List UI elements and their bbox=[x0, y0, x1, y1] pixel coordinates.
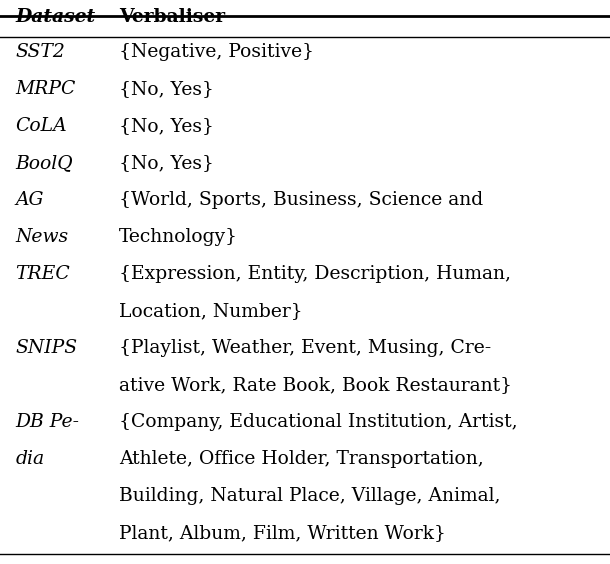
Text: {Expression, Entity, Description, Human,: {Expression, Entity, Description, Human, bbox=[119, 265, 511, 283]
Text: Athlete, Office Holder, Transportation,: Athlete, Office Holder, Transportation, bbox=[119, 450, 484, 468]
Text: News: News bbox=[15, 228, 68, 246]
Text: SNIPS: SNIPS bbox=[15, 339, 77, 357]
Text: {No, Yes}: {No, Yes} bbox=[119, 117, 214, 135]
Text: BoolQ: BoolQ bbox=[15, 154, 73, 172]
Text: MRPC: MRPC bbox=[15, 80, 76, 98]
Text: CoLA: CoLA bbox=[15, 117, 67, 135]
Text: Technology}: Technology} bbox=[119, 228, 238, 246]
Text: {Negative, Positive}: {Negative, Positive} bbox=[119, 43, 314, 61]
Text: dia: dia bbox=[15, 450, 45, 468]
Text: Verbaliser: Verbaliser bbox=[119, 8, 225, 27]
Text: Dataset: Dataset bbox=[15, 8, 95, 27]
Text: DB Pe-: DB Pe- bbox=[15, 413, 79, 431]
Text: {Playlist, Weather, Event, Musing, Cre-: {Playlist, Weather, Event, Musing, Cre- bbox=[119, 339, 491, 357]
Text: {Company, Educational Institution, Artist,: {Company, Educational Institution, Artis… bbox=[119, 413, 517, 431]
Text: TREC: TREC bbox=[15, 265, 70, 283]
Text: SST2: SST2 bbox=[15, 43, 65, 61]
Text: {No, Yes}: {No, Yes} bbox=[119, 154, 214, 172]
Text: {World, Sports, Business, Science and: {World, Sports, Business, Science and bbox=[119, 191, 483, 209]
Text: {No, Yes}: {No, Yes} bbox=[119, 80, 214, 98]
Text: Location, Number}: Location, Number} bbox=[119, 302, 303, 320]
Text: ative Work, Rate Book, Book Restaurant}: ative Work, Rate Book, Book Restaurant} bbox=[119, 376, 512, 394]
Text: Plant, Album, Film, Written Work}: Plant, Album, Film, Written Work} bbox=[119, 523, 446, 541]
Text: Building, Natural Place, Village, Animal,: Building, Natural Place, Village, Animal… bbox=[119, 487, 500, 505]
Text: AG: AG bbox=[15, 191, 44, 209]
